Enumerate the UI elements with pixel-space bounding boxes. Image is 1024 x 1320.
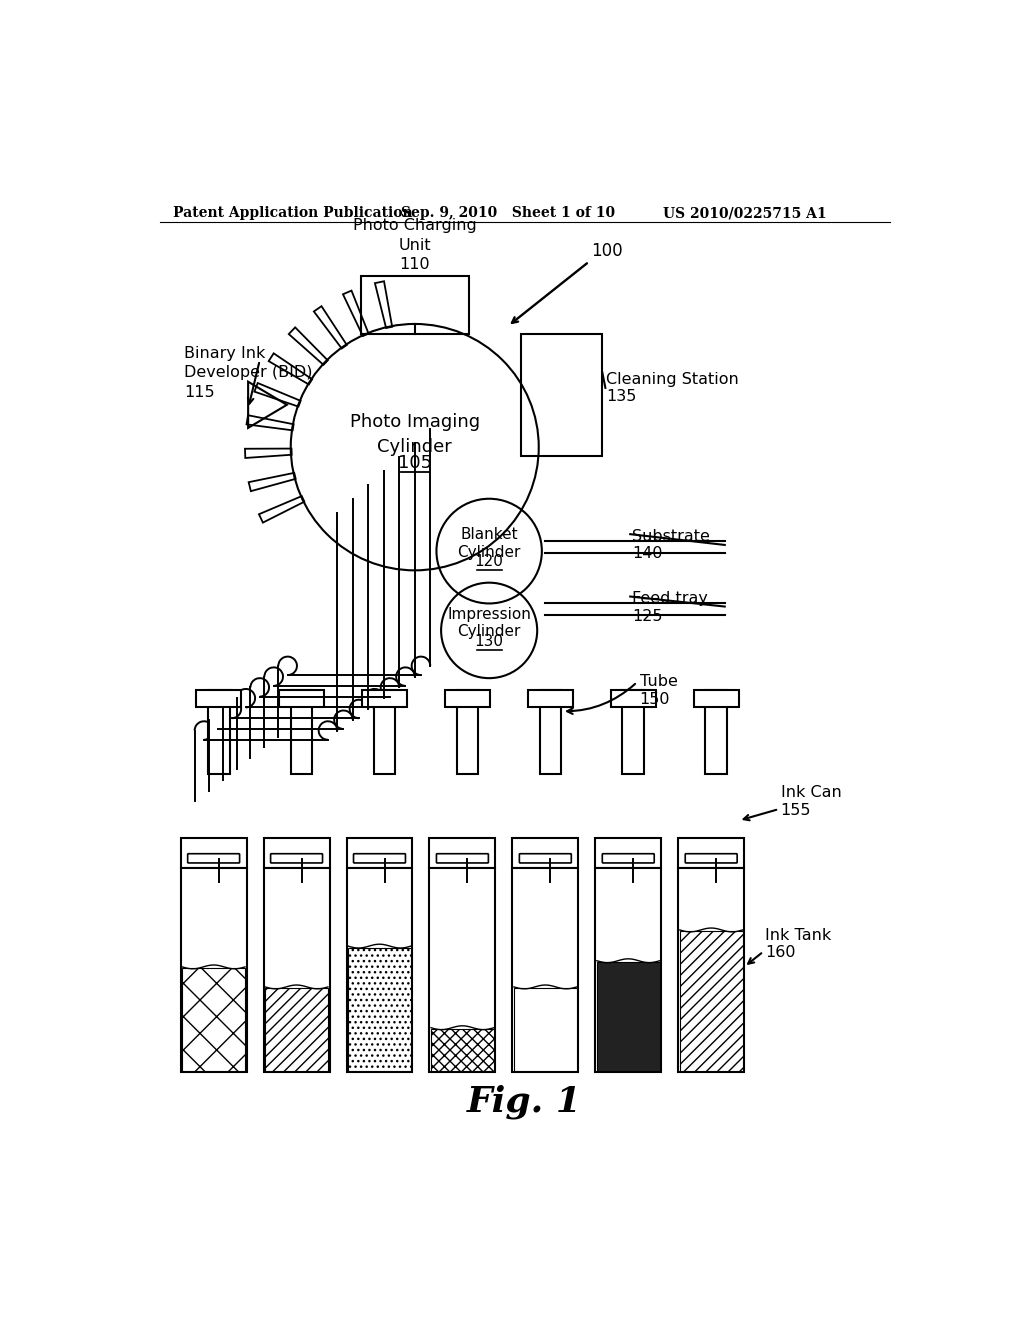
Text: Tube
150: Tube 150 — [640, 675, 677, 706]
Bar — [362, 689, 407, 706]
Text: Impression
Cylinder: Impression Cylinder — [447, 606, 531, 639]
Bar — [445, 689, 489, 706]
Bar — [611, 689, 655, 706]
Text: US 2010/0225715 A1: US 2010/0225715 A1 — [663, 206, 826, 220]
Bar — [346, 838, 413, 869]
Text: Photo Imaging
Cylinder: Photo Imaging Cylinder — [349, 413, 480, 457]
Text: Sep. 9, 2010   Sheet 1 of 10: Sep. 9, 2010 Sheet 1 of 10 — [400, 206, 615, 220]
Bar — [180, 838, 247, 869]
Bar — [597, 962, 659, 1071]
Bar — [346, 869, 413, 1072]
Text: 130: 130 — [475, 634, 504, 648]
Text: 105: 105 — [397, 454, 432, 471]
Bar — [680, 932, 742, 1071]
Text: Blanket
Cylinder: Blanket Cylinder — [458, 527, 521, 560]
FancyBboxPatch shape — [602, 854, 654, 863]
Text: Ink Can
155: Ink Can 155 — [780, 785, 842, 817]
Text: Patent Application Publication: Patent Application Publication — [173, 206, 413, 220]
Bar — [429, 838, 496, 869]
Bar — [263, 869, 330, 1072]
Bar — [623, 689, 644, 775]
Text: Feed tray
125: Feed tray 125 — [632, 591, 708, 623]
Bar — [429, 869, 496, 1072]
Bar — [514, 989, 577, 1071]
Bar — [706, 689, 727, 775]
FancyBboxPatch shape — [270, 854, 323, 863]
Bar — [540, 689, 561, 775]
Bar — [208, 689, 229, 775]
Text: Substrate
140: Substrate 140 — [632, 529, 710, 561]
Text: 100: 100 — [592, 242, 623, 260]
FancyBboxPatch shape — [519, 854, 571, 863]
Text: Photo Charging
Unit
110: Photo Charging Unit 110 — [353, 218, 476, 272]
Text: Binary Ink
Developer (BID)
115: Binary Ink Developer (BID) 115 — [183, 346, 312, 400]
Text: Ink Tank
160: Ink Tank 160 — [765, 928, 831, 960]
Bar — [291, 689, 312, 775]
FancyBboxPatch shape — [187, 854, 240, 863]
Bar — [528, 689, 572, 706]
Bar — [521, 334, 602, 455]
Bar — [360, 276, 469, 334]
Bar — [678, 869, 744, 1072]
Bar — [457, 689, 478, 775]
Text: Fig. 1: Fig. 1 — [467, 1085, 583, 1119]
Bar — [512, 869, 579, 1072]
Bar — [182, 969, 245, 1071]
Bar — [374, 689, 395, 775]
FancyBboxPatch shape — [436, 854, 488, 863]
Bar — [197, 689, 241, 706]
FancyBboxPatch shape — [353, 854, 406, 863]
Bar — [280, 689, 324, 706]
FancyBboxPatch shape — [685, 854, 737, 863]
Bar — [265, 989, 328, 1071]
Bar — [595, 838, 662, 869]
Text: Cleaning Station
135: Cleaning Station 135 — [606, 372, 739, 404]
Bar — [263, 838, 330, 869]
Bar — [693, 689, 738, 706]
Bar — [678, 838, 744, 869]
Text: 120: 120 — [475, 554, 504, 569]
Bar — [180, 869, 247, 1072]
Bar — [348, 948, 411, 1071]
Bar — [512, 838, 579, 869]
Bar — [595, 869, 662, 1072]
Bar — [431, 1030, 494, 1071]
